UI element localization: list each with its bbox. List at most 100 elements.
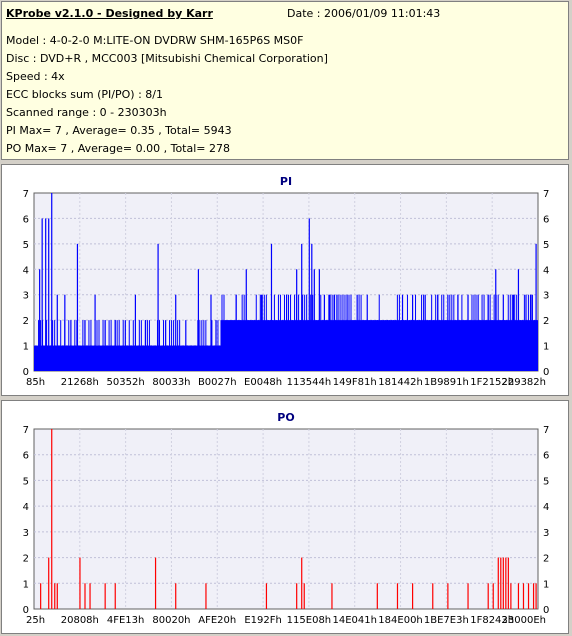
pi-noise-bar xyxy=(352,320,354,371)
pi-noise-bar xyxy=(181,345,183,371)
pi-noise-bar xyxy=(217,320,219,371)
pi-spike-bar xyxy=(412,294,414,371)
po-chart-panel: PO 0 0 1 1 2 2 3 3 4 4 5 5 6 6 7 7 25h 20808h 4FE13h 80020h A… xyxy=(1,400,569,634)
po-spike-bar xyxy=(154,557,157,609)
pi-noise-bar xyxy=(102,320,104,371)
pi-noise-bar xyxy=(219,345,221,371)
po-plot-area xyxy=(33,428,539,610)
pi-xtick-label: 229382h xyxy=(501,377,546,388)
pi-noise-bar xyxy=(475,294,477,371)
pi-spike-bar xyxy=(210,294,212,371)
pi-spike-bar xyxy=(70,320,72,371)
pi-noise-bar xyxy=(261,294,263,371)
po-spike-bar xyxy=(527,583,530,609)
pi-noise-bar xyxy=(489,294,491,371)
pi-noise-bar xyxy=(140,320,142,371)
info-pi-stats: PI Max= 7 , Average= 0.35 , Total= 5943 xyxy=(6,124,232,137)
pi-noise-bar xyxy=(169,320,171,371)
po-xtick-label: 25h xyxy=(26,615,45,626)
pi-spike-bar xyxy=(197,269,199,371)
pi-noise-bar xyxy=(275,320,277,371)
pi-noise-bar xyxy=(499,320,501,371)
po-spike-bar xyxy=(376,583,378,609)
pi-spike-bar xyxy=(517,269,520,371)
pi-noise-bar xyxy=(106,345,108,371)
pi-noise-bar xyxy=(132,320,134,371)
pi-spike-bar xyxy=(124,320,126,371)
pi-noise-bar xyxy=(193,345,195,371)
pi-spike-bar xyxy=(165,320,167,371)
info-disc: Disc : DVD+R , MCC003 [Mitsubishi Chemic… xyxy=(6,52,328,65)
pi-noise-bar xyxy=(453,294,455,371)
pi-noise-bar xyxy=(72,345,74,371)
pi-noise-bar xyxy=(501,320,503,371)
pi-noise-bar xyxy=(322,320,324,371)
pi-spike-bar xyxy=(530,294,532,371)
pi-noise-bar xyxy=(122,320,124,371)
pi-ytick-right: 6 xyxy=(543,214,549,225)
pi-noise-bar xyxy=(243,294,245,371)
pi-noise-bar xyxy=(410,320,412,371)
pi-noise-bar xyxy=(318,320,320,371)
po-spike-bar xyxy=(510,583,512,609)
po-spike-bar xyxy=(532,583,535,609)
pi-noise-bar xyxy=(461,294,463,371)
po-ytick-right: 1 xyxy=(543,579,549,590)
po-spike-bar xyxy=(331,583,333,609)
pi-noise-bar xyxy=(290,294,292,371)
pi-noise-bar xyxy=(195,345,197,371)
info-panel: KProbe v2.1.0 - Designed by Karr Date : … xyxy=(1,1,569,160)
po-spike-bar xyxy=(79,557,81,609)
pi-noise-bar xyxy=(471,294,473,371)
po-xtick-label: 1F8243h xyxy=(470,615,514,626)
pi-noise-bar xyxy=(531,294,533,371)
po-spike-bar xyxy=(114,583,116,609)
pi-noise-bar xyxy=(513,294,515,371)
pi-noise-bar xyxy=(225,320,227,371)
pi-noise-bar xyxy=(300,320,302,371)
pi-noise-bar xyxy=(370,320,372,371)
pi-noise-bar xyxy=(46,320,48,371)
pi-noise-bar xyxy=(419,320,421,371)
pi-noise-bar xyxy=(439,320,441,371)
pi-noise-bar xyxy=(394,320,396,371)
pi-spike-bar xyxy=(84,320,86,371)
pi-ytick-left: 4 xyxy=(23,265,29,276)
pi-noise-bar xyxy=(433,320,435,371)
pi-ytick-left: 5 xyxy=(23,240,29,251)
pi-noise-bar xyxy=(142,345,144,371)
pi-noise-bar xyxy=(187,345,189,371)
pi-noise-bar xyxy=(465,320,467,371)
pi-noise-bar xyxy=(473,294,475,371)
pi-noise-bar xyxy=(392,320,394,371)
pi-noise-bar xyxy=(136,345,138,371)
pi-spike-bar xyxy=(447,294,449,371)
pi-noise-bar xyxy=(398,294,400,371)
pi-noise-bar xyxy=(360,294,362,371)
pi-noise-bar xyxy=(362,320,364,371)
pi-spike-bar xyxy=(437,294,439,371)
pi-spike-bar xyxy=(245,269,247,371)
pi-noise-bar xyxy=(177,320,179,371)
po-spike-bar xyxy=(522,583,525,609)
pi-noise-bar xyxy=(483,294,485,371)
pi-noise-bar xyxy=(269,320,271,371)
pi-spike-bar xyxy=(51,193,53,371)
pi-noise-bar xyxy=(279,294,281,371)
pi-noise-bar xyxy=(271,320,273,371)
pi-spike-bar xyxy=(157,243,159,371)
pi-spike-bar xyxy=(45,218,47,371)
pi-noise-bar xyxy=(396,294,398,371)
pi-ytick-right: 5 xyxy=(543,240,549,251)
pi-spike-bar xyxy=(313,269,315,371)
pi-spike-bar xyxy=(308,218,310,371)
pi-noise-bar xyxy=(96,320,98,371)
pi-xtick-label: 85h xyxy=(26,377,45,388)
pi-noise-bar xyxy=(408,320,410,371)
pi-noise-bar xyxy=(82,320,84,371)
pi-noise-bar xyxy=(90,320,92,371)
pi-spike-bar xyxy=(56,294,58,371)
pi-spike-bar xyxy=(76,243,79,371)
pi-noise-bar xyxy=(255,294,257,371)
pi-noise-bar xyxy=(126,345,128,371)
